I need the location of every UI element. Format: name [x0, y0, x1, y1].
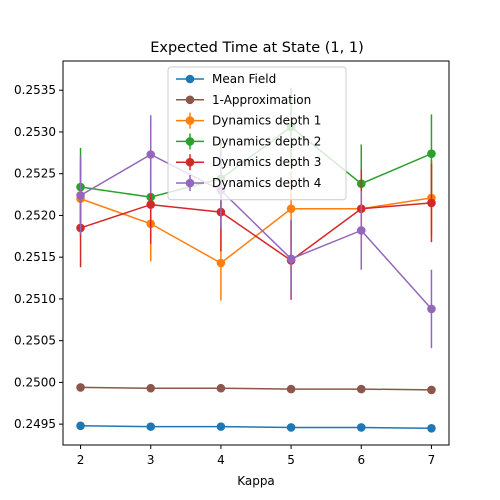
- data-point: [357, 423, 366, 432]
- y-tick-label: 0.2510: [14, 292, 56, 306]
- legend: Mean Field 1-Approximation Dynamics depth …: [168, 67, 346, 200]
- data-point: [427, 305, 436, 314]
- data-point: [146, 384, 155, 393]
- data-point: [427, 386, 436, 395]
- data-point: [146, 150, 155, 159]
- data-point: [217, 384, 226, 393]
- x-tick-label: 6: [357, 453, 365, 467]
- chart-title: Expected Time at State (1, 1): [150, 40, 364, 56]
- y-tick-label: 0.2530: [14, 125, 56, 139]
- legend-marker: [186, 137, 195, 146]
- legend-label: Dynamics depth 2: [212, 134, 321, 148]
- data-point: [217, 259, 226, 268]
- legend-marker: [186, 116, 195, 125]
- x-tick-label: 4: [217, 453, 225, 467]
- data-point: [287, 204, 296, 213]
- legend-label: Mean Field: [212, 72, 276, 86]
- legend-label: Dynamics depth 3: [212, 155, 321, 169]
- y-tick-label: 0.2520: [14, 208, 56, 222]
- data-point: [287, 255, 296, 264]
- data-point: [287, 385, 296, 394]
- data-point: [217, 422, 226, 431]
- data-point: [427, 424, 436, 433]
- legend-marker: [186, 158, 195, 167]
- y-tick-label: 0.2515: [14, 250, 56, 264]
- y-tick-label: 0.2495: [14, 417, 56, 431]
- data-point: [427, 199, 436, 208]
- legend-label: Dynamics depth 4: [212, 176, 321, 190]
- data-point: [146, 422, 155, 431]
- legend-marker: [186, 179, 195, 188]
- data-point: [427, 149, 436, 158]
- data-point: [146, 200, 155, 209]
- x-tick-label: 7: [428, 453, 436, 467]
- legend-label: Dynamics depth 1: [212, 114, 321, 128]
- data-point: [76, 422, 85, 431]
- legend-marker: [186, 75, 195, 84]
- data-point: [357, 385, 366, 394]
- x-axis-label: Kappa: [237, 474, 275, 488]
- data-point: [287, 423, 296, 432]
- x-tick-label: 3: [147, 453, 155, 467]
- x-tick-label: 5: [287, 453, 295, 467]
- data-point: [76, 191, 85, 200]
- y-tick-label: 0.2505: [14, 334, 56, 348]
- legend-marker: [186, 96, 195, 105]
- y-tick-label: 0.2535: [14, 83, 56, 97]
- y-tick-label: 0.2500: [14, 375, 56, 389]
- legend-label: 1-Approximation: [212, 93, 311, 107]
- y-tick-label: 0.2525: [14, 167, 56, 181]
- data-point: [76, 383, 85, 392]
- x-tick-label: 2: [77, 453, 85, 467]
- data-point: [357, 226, 366, 235]
